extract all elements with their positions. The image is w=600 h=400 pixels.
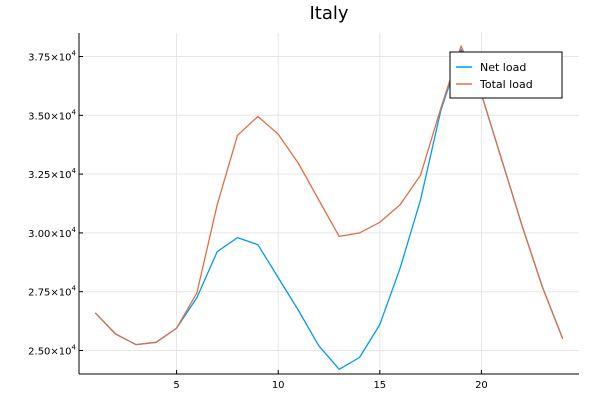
series-line-total-load (94, 45, 564, 346)
y-tick-label: 3.50×104 (28, 108, 76, 122)
legend-label: Net load (480, 61, 526, 74)
legend-label: Total load (479, 78, 533, 91)
y-tick-label: 3.00×104 (28, 226, 76, 240)
y-tick-label: 3.25×104 (28, 167, 76, 181)
y-tick-label: 2.75×104 (28, 285, 76, 299)
chart-title: Italy (309, 3, 348, 24)
x-tick-label: 5 (173, 380, 179, 391)
series-group (94, 45, 564, 370)
x-tick-label: 10 (272, 380, 285, 391)
legend: Net load Total load (449, 51, 563, 99)
legend-box (449, 51, 563, 99)
axes: 5 10 15 20 2.50×104 2.75×104 3.00×104 3.25×104 3… (28, 33, 579, 391)
x-tick-label: 15 (373, 380, 386, 391)
y-tick-label: 2.50×104 (28, 343, 76, 357)
x-tick-label: 20 (475, 380, 488, 391)
y-tick-label: 3.75×104 (28, 50, 76, 64)
